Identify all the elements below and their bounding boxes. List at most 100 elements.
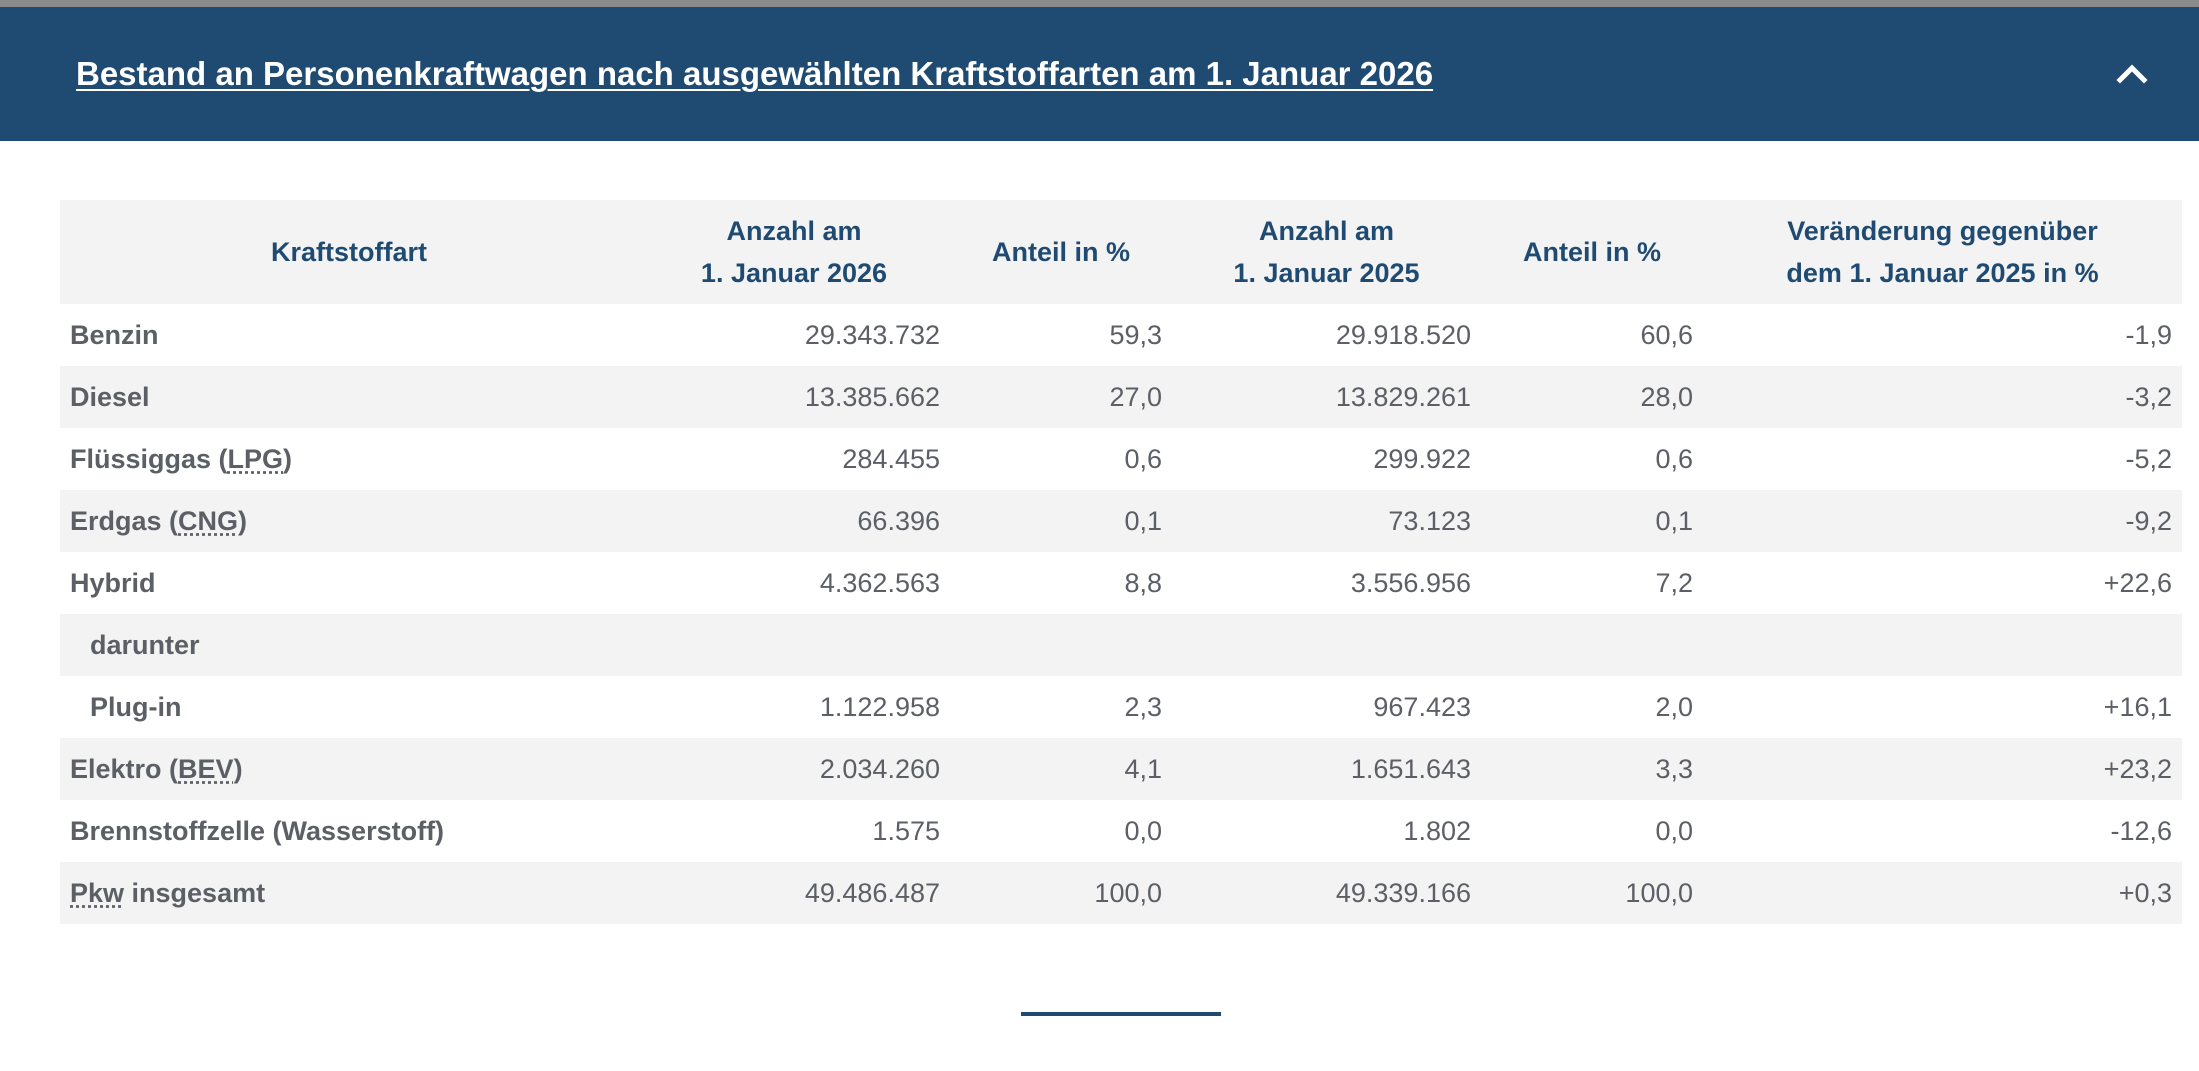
section-divider	[1021, 1012, 1221, 1016]
abbreviation[interactable]: BEV	[178, 753, 234, 784]
column-header: Anzahl am 1. Januar 2025	[1172, 200, 1481, 304]
row-label: Brennstoffzelle (Wasserstoff)	[60, 800, 638, 862]
row-label-text: Hybrid	[70, 567, 156, 598]
column-header-line: Anzahl am	[1258, 216, 1395, 246]
table-cell: -5,2	[2125, 443, 2172, 474]
table-row: Benzin 29.343.732 59,3 29.918.520 60,6 -1,9	[60, 304, 2182, 366]
accordion-header[interactable]: Bestand an Personenkraftwagen nach ausge…	[0, 7, 2199, 141]
table-cell: 49.486.487	[638, 862, 950, 924]
table-cell: 1.122.958	[819, 691, 940, 722]
column-header-line: 1. Januar 2026	[700, 258, 888, 288]
abbreviation[interactable]: CNG	[178, 505, 239, 536]
table-cell: 0,1	[950, 490, 1172, 552]
table-cell: 27,0	[950, 366, 1172, 428]
table-cell: 59,3	[1109, 319, 1162, 350]
table-cell: 0,6	[1124, 443, 1162, 474]
abbreviation[interactable]: Pkw	[70, 877, 125, 908]
chevron-up-icon[interactable]	[2115, 57, 2149, 91]
table-cell: 3.556.956	[1350, 567, 1471, 598]
table-cell: +22,6	[2103, 567, 2172, 598]
table-cell: 967.423	[1373, 691, 1471, 722]
table-cell: 4.362.563	[819, 567, 940, 598]
table-cell: 100,0	[950, 862, 1172, 924]
row-label-text: Benzin	[70, 319, 159, 350]
row-label: Pkw insgesamt	[60, 862, 638, 924]
table-cell	[1481, 614, 1703, 676]
column-header-line: Anteil in %	[991, 237, 1130, 267]
row-label: Elektro (BEV)	[60, 738, 638, 800]
table-row: Brennstoffzelle (Wasserstoff) 1.575 0,0 1.8…	[60, 800, 2182, 862]
row-label-text: Diesel	[70, 381, 150, 412]
table-row: Hybrid 4.362.563 8,8 3.556.956 7,2 +22,6	[60, 552, 2182, 614]
column-header-line: Anteil in %	[1522, 237, 1661, 267]
row-label: darunter	[60, 614, 638, 676]
table-cell: 13.385.662	[638, 366, 950, 428]
table-cell: -12,6	[2110, 815, 2172, 846]
row-label-text: Brennstoffzelle (Wasserstoff)	[70, 815, 445, 846]
table-cell: 0,6	[1655, 443, 1693, 474]
column-header-line: Veränderung gegenüber	[1787, 216, 2098, 246]
table-cell	[1703, 614, 2182, 676]
row-label-text: Flüssiggas (	[70, 443, 228, 474]
row-label: Plug-in	[60, 676, 638, 738]
column-header: Kraftstoffart	[60, 200, 638, 304]
row-label-text: darunter	[90, 629, 200, 660]
column-header: Anteil in %	[1481, 200, 1703, 304]
abbreviation[interactable]: LPG	[227, 443, 284, 474]
table-cell	[1172, 614, 1481, 676]
table-cell: 60,6	[1640, 319, 1693, 350]
table-cell	[638, 614, 950, 676]
table-row: Diesel 13.385.662 27,0 13.829.261 28,0 -3,2	[60, 366, 2182, 428]
table-cell: 29.343.732	[804, 319, 940, 350]
row-label: Benzin	[60, 304, 638, 366]
table-cell: 3,3	[1481, 738, 1703, 800]
column-header: Veränderung gegenüber dem 1. Januar 2025 …	[1703, 200, 2182, 304]
table-cell: 49.339.166	[1172, 862, 1481, 924]
table-row: Erdgas (CNG) 66.396 0,1 73.123 0,1 -9,2	[60, 490, 2182, 552]
table-cell: 100,0	[1481, 862, 1703, 924]
row-label: Hybrid	[60, 552, 638, 614]
column-header-line: dem 1. Januar 2025 in %	[1786, 258, 2099, 288]
table-row: Pkw insgesamt 49.486.487 100,0 49.339.166 10…	[60, 862, 2182, 924]
column-header: Anzahl am 1. Januar 2026	[638, 200, 950, 304]
table-cell: +0,3	[1703, 862, 2182, 924]
table-cell: 0,0	[1655, 815, 1693, 846]
table-cell: 2,0	[1655, 691, 1693, 722]
row-label-text: Erdgas (	[70, 505, 179, 536]
table-cell: 66.396	[638, 490, 950, 552]
table-cell: 2.034.260	[638, 738, 950, 800]
table-cell: -9,2	[1703, 490, 2182, 552]
table-row: Plug-in 1.122.958 2,3 967.423 2,0 +16,1	[60, 676, 2182, 738]
table-cell: 29.918.520	[1335, 319, 1471, 350]
row-label-text: Plug-in	[90, 691, 182, 722]
row-label: Erdgas (CNG)	[60, 490, 638, 552]
table-cell: 284.455	[842, 443, 940, 474]
table-cell: +16,1	[2103, 691, 2172, 722]
table-cell: +23,2	[1703, 738, 2182, 800]
table-cell: 28,0	[1481, 366, 1703, 428]
column-header-line: Anzahl am	[726, 216, 862, 246]
table-cell: 0,0	[1124, 815, 1162, 846]
table-row: Elektro (BEV) 2.034.260 4,1 1.651.643 3,3 +23…	[60, 738, 2182, 800]
row-label-suffix: )	[283, 443, 293, 474]
table-body: Benzin 29.343.732 59,3 29.918.520 60,6 -1,9 Di…	[60, 304, 2182, 924]
fuel-type-table: Kraftstoffart Anzahl am 1. Januar 2026 Ante…	[60, 200, 2182, 924]
table-cell: 13.829.261	[1172, 366, 1481, 428]
accordion-title[interactable]: Bestand an Personenkraftwagen nach ausge…	[76, 55, 1434, 92]
column-header-line: 1. Januar 2025	[1233, 258, 1420, 288]
table-cell: 299.922	[1373, 443, 1471, 474]
table-cell: 1.651.643	[1172, 738, 1481, 800]
table-row: darunter	[60, 614, 2182, 676]
row-label-suffix: )	[238, 505, 248, 536]
table-cell: 7,2	[1655, 567, 1693, 598]
top-border	[0, 0, 2199, 7]
table-cell: 0,1	[1481, 490, 1703, 552]
row-label-text: Elektro (	[70, 753, 179, 784]
table-cell: 4,1	[950, 738, 1172, 800]
column-header-line: Kraftstoffart	[270, 237, 427, 267]
table-cell: 1.575	[872, 815, 940, 846]
table-header: Kraftstoffart Anzahl am 1. Januar 2026 Ante…	[60, 200, 2182, 304]
table-cell: 1.802	[1403, 815, 1471, 846]
table-cell: -1,9	[2125, 319, 2172, 350]
row-label: Diesel	[60, 366, 638, 428]
